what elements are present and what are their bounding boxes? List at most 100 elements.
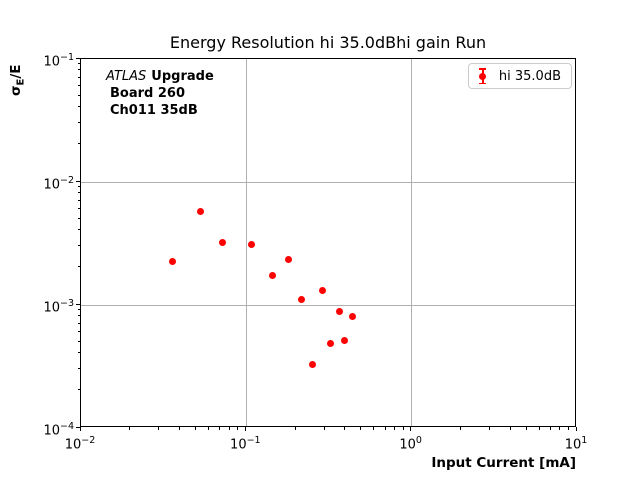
x-minor-tick [567, 427, 569, 430]
y-minor-tick [77, 229, 80, 231]
x-minor-tick [489, 427, 491, 430]
x-minor-tick [195, 427, 197, 430]
x-minor-tick [294, 427, 296, 430]
x-minor-tick [158, 427, 160, 430]
y-minor-tick [77, 69, 80, 71]
data-point [269, 272, 277, 280]
x-minor-tick [344, 427, 346, 430]
plot-area: ATLAS Upgrade Board 260 Ch011 35dB hi 35.… [80, 58, 576, 427]
y-minor-tick [77, 266, 80, 268]
y-axis-label-sigma: σ [8, 85, 24, 96]
y-major-tick [76, 57, 80, 59]
y-axis-label-subscript: E [15, 78, 27, 86]
gridline-y [81, 304, 575, 306]
x-minor-tick [525, 427, 527, 430]
y-minor-tick [77, 63, 80, 65]
y-minor-tick [77, 121, 80, 123]
errorbar-marker-icon [479, 68, 487, 84]
errorbar-dot [479, 72, 487, 80]
y-minor-tick [77, 367, 80, 369]
y-minor-tick [77, 244, 80, 246]
annotation-atlas: ATLAS [106, 69, 147, 84]
y-minor-tick [77, 76, 80, 78]
x-minor-tick [538, 427, 540, 430]
gridline-x [411, 59, 413, 426]
data-point [169, 257, 177, 265]
legend: hi 35.0dB [467, 63, 572, 89]
data-point [309, 360, 317, 368]
y-minor-tick [77, 315, 80, 317]
data-point [219, 239, 227, 247]
data-point [326, 339, 334, 347]
x-minor-tick [237, 427, 239, 430]
x-minor-tick [129, 427, 131, 430]
y-major-tick [76, 180, 80, 182]
y-minor-tick [77, 186, 80, 188]
gridline-x [245, 59, 247, 426]
y-major-tick [76, 303, 80, 305]
x-minor-tick [384, 427, 386, 430]
x-tick-label: 10−2 [64, 435, 96, 453]
x-minor-tick [179, 427, 181, 430]
x-minor-tick [459, 427, 461, 430]
x-major-tick [244, 427, 246, 431]
y-minor-tick [77, 106, 80, 108]
annotation-line-1: ATLAS Upgrade [106, 68, 214, 85]
errorbar-cap-bottom [479, 82, 487, 84]
data-point [197, 207, 205, 215]
x-tick-label: 100 [399, 435, 422, 453]
x-tick-label: 101 [564, 435, 588, 453]
data-point [318, 287, 326, 295]
x-minor-tick [402, 427, 404, 430]
x-minor-tick [549, 427, 551, 430]
x-minor-tick [228, 427, 230, 430]
y-tick-label: 10−1 [43, 52, 74, 70]
y-minor-tick [77, 309, 80, 311]
y-minor-tick [77, 84, 80, 86]
y-axis-label-rest: /E [8, 64, 24, 79]
y-axis-label: σE/E [8, 64, 27, 96]
y-major-tick [76, 426, 80, 428]
y-minor-tick [77, 340, 80, 342]
legend-label: hi 35.0dB [498, 68, 561, 84]
y-minor-tick [77, 217, 80, 219]
y-minor-tick [77, 143, 80, 145]
x-minor-tick [394, 427, 396, 430]
y-minor-tick [77, 322, 80, 324]
chart-title: Energy Resolution hi 35.0dBhi gain Run [169, 33, 487, 52]
data-point [247, 241, 255, 249]
x-major-tick [410, 427, 412, 431]
y-minor-tick [77, 352, 80, 354]
data-point [348, 312, 356, 320]
annotation-line-2: Board 260 [110, 86, 185, 101]
y-minor-tick [77, 94, 80, 96]
x-minor-tick [208, 427, 210, 430]
x-axis-label: Input Current [mA] [431, 455, 576, 471]
annotation: ATLAS Upgrade Board 260 Ch011 35dB [106, 68, 214, 119]
x-minor-tick [559, 427, 561, 430]
y-tick-label: 10−2 [43, 175, 74, 193]
y-tick-label: 10−3 [43, 298, 74, 316]
data-point [284, 256, 292, 264]
x-minor-tick [360, 427, 362, 430]
y-minor-tick [77, 207, 80, 209]
data-point [298, 295, 306, 303]
y-minor-tick [77, 192, 80, 194]
annotation-line-3: Ch011 35dB [110, 103, 198, 118]
annotation-upgrade: Upgrade [151, 69, 214, 84]
x-minor-tick [509, 427, 511, 430]
x-major-tick [575, 427, 577, 431]
y-minor-tick [77, 389, 80, 391]
x-tick-label: 10−1 [230, 435, 261, 453]
y-minor-tick [77, 199, 80, 201]
x-minor-tick [373, 427, 375, 430]
x-major-tick [79, 427, 81, 431]
y-tick-label: 10−4 [43, 421, 74, 439]
data-point [336, 307, 344, 315]
x-minor-tick [323, 427, 325, 430]
data-point [340, 337, 348, 345]
x-minor-tick [219, 427, 221, 430]
gridline-y [81, 181, 575, 183]
y-minor-tick [77, 330, 80, 332]
